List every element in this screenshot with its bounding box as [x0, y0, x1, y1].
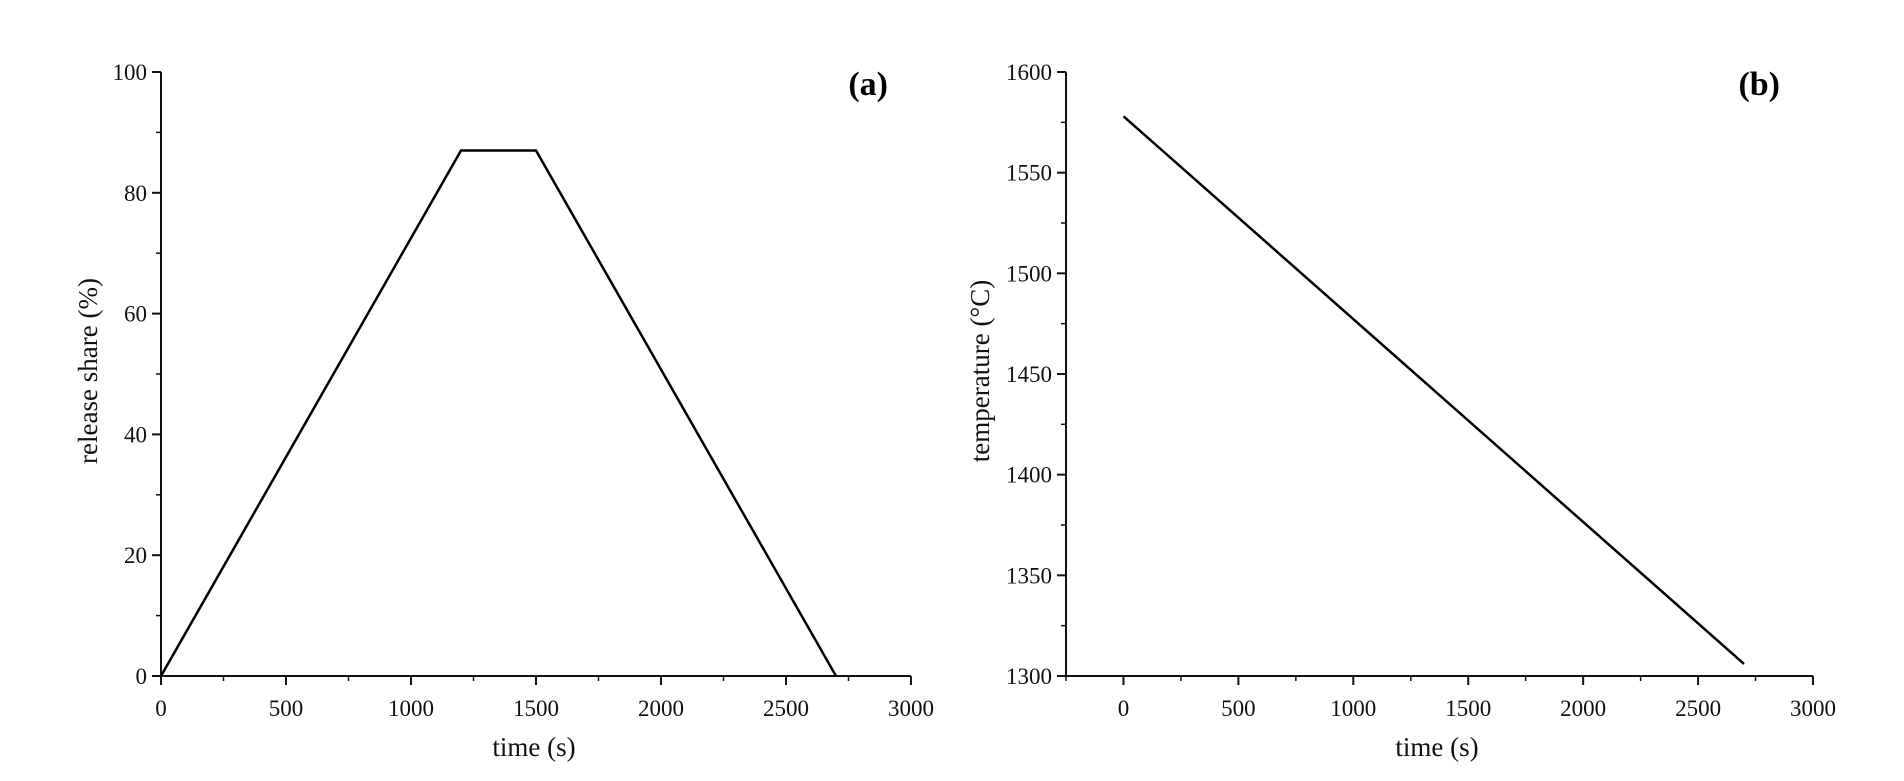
panel-a-x-tick-label: 500	[269, 696, 304, 721]
panel-a-axes	[160, 72, 911, 677]
panel-a-y-ticks: 0 20 40 60 80 100	[113, 60, 161, 689]
panel-b-label: (b)	[1738, 66, 1780, 103]
panel-b-x-axis-title: time (s)	[1395, 732, 1478, 762]
panel-a-y-tick-label: 80	[124, 181, 147, 206]
panel-a-series-line	[159, 149, 838, 677]
panel-a-x-tick-label: 3000	[888, 696, 934, 721]
panel-b-y-tick-label: 1300	[1006, 664, 1052, 689]
panel-a-series	[159, 149, 838, 677]
panel-b-y-tick-label: 1550	[1006, 161, 1052, 186]
panel-a-x-tick-label: 1500	[513, 696, 559, 721]
panel-b-y-tick-label: 1450	[1006, 362, 1052, 387]
panel-a-y-tick-label: 60	[124, 302, 147, 327]
panel-b-x-tick-label: 500	[1221, 696, 1256, 721]
panel-b-x-ticks: 0 500 1000 1500 2000 2500 3000	[1065, 676, 1836, 721]
panel-a-y-tick-label: 20	[124, 543, 147, 568]
panel-a-x-tick-label: 0	[155, 696, 167, 721]
panel-b-series	[1122, 115, 1745, 665]
panel-b-y-tick-label: 1400	[1006, 463, 1052, 488]
panel-b-x-tick-label: 1000	[1330, 696, 1376, 721]
panel-b-x-tick-label: 0	[1118, 696, 1130, 721]
panel-b-x-tick-label: 2500	[1675, 696, 1721, 721]
panel-b-series-line	[1122, 115, 1745, 665]
panel-b-temperature-chart: 0 500 1000 1500 2000 2500 3000 1300 1350 1400 145…	[965, 60, 1836, 762]
panel-a-x-axis-title: time (s)	[492, 732, 575, 762]
panel-a-x-tick-label: 2000	[638, 696, 684, 721]
panel-a-x-tick-label: 1000	[388, 696, 434, 721]
panel-b-x-tick-label: 2000	[1560, 696, 1606, 721]
panel-b-y-ticks: 1300 1350 1400 1450 1500 1550 1600	[1006, 60, 1066, 689]
panel-b-y-axis-title: temperature (°C)	[965, 280, 995, 462]
panel-a-label: (a)	[848, 66, 888, 103]
panel-a-x-tick-label: 2500	[763, 696, 809, 721]
panel-b-y-tick-label: 1600	[1006, 60, 1052, 85]
panel-a-release-share-chart: 0 500 1000 1500 2000 2500 3000 0 20 40 60 80 100 ti…	[73, 60, 934, 762]
panel-b-axes	[1065, 72, 1813, 677]
panel-a-y-axis-title: release share (%)	[73, 278, 103, 464]
panel-a-y-tick-label: 0	[136, 664, 148, 689]
panel-a-y-tick-label: 100	[113, 60, 148, 85]
panel-b-x-tick-label: 3000	[1790, 696, 1836, 721]
panel-a-y-tick-label: 40	[124, 422, 147, 447]
panel-a-x-ticks: 0 500 1000 1500 2000 2500 3000	[155, 676, 934, 721]
panel-b-y-tick-label: 1500	[1006, 261, 1052, 286]
panel-b-x-tick-label: 1500	[1445, 696, 1491, 721]
panel-b-y-tick-label: 1350	[1006, 563, 1052, 588]
